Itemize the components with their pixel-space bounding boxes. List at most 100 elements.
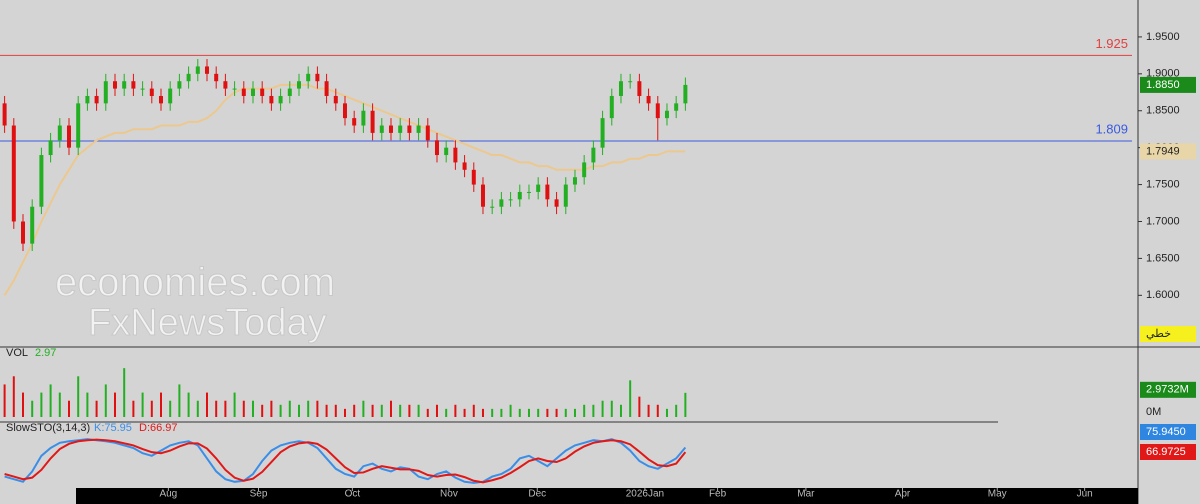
candle-body [177,81,182,89]
candle-body [241,88,246,96]
candle-body [646,95,651,104]
volume-bar [675,404,678,417]
x-tick-label: Mar [797,489,815,500]
volume-bar [601,400,604,417]
y-tick-label: 1.6500 [1146,252,1180,264]
volume-bar [509,404,512,417]
last-price-box [1140,76,1196,93]
volume-bar [141,392,144,417]
volume-bar [169,400,172,417]
volume-bar [380,404,383,417]
volume-value: 2.9732M [1146,384,1189,396]
x-tick-label: May [988,489,1007,500]
candle-body [140,88,145,90]
volume-bar [445,408,448,417]
volume-bar [518,408,521,417]
watermark: FxNewsToday [88,302,327,344]
candle-body [324,81,329,96]
candle-body [57,125,62,141]
candle-body [388,125,393,133]
volume-bar [564,408,567,417]
candle-body [526,191,531,193]
candle-body [600,118,605,148]
y-tick-label: 1.9000 [1146,68,1180,80]
volume-bar [435,404,438,417]
stoch-k-label: K:75.95 [94,422,132,434]
volume-title: VOL [6,347,28,359]
x-tick-label: Dec [528,489,546,500]
candle-body [287,88,292,96]
x-tick-label: Nov [440,489,458,500]
volume-bar [104,384,107,417]
volume-bar [583,404,586,417]
candle-body [149,88,154,96]
volume-bar [610,400,613,417]
volume-bar [113,392,116,417]
volume-bar [656,404,659,417]
volume-bar [307,400,310,417]
volume-bar [638,396,641,417]
candle-body [39,155,44,207]
candle-body [609,95,614,119]
volume-bar [261,404,264,417]
candle-body [370,110,375,133]
volume-bar [546,408,549,417]
volume-bar [343,408,346,417]
candle-body [628,81,633,83]
candle-body [480,184,485,207]
volume-bar [408,404,411,417]
volume-bar [178,384,181,417]
stoch-d-value-box [1140,444,1196,460]
x-tick-label: Oct [345,489,361,500]
stoch-k-value-box [1140,424,1196,440]
candle-body [407,125,412,133]
candle-body [342,103,347,119]
candle-body [158,95,163,104]
candle-body [618,81,623,96]
x-tick-label: Apr [895,489,911,500]
x-tick-label: Sep [250,489,268,500]
candle-body [637,81,642,96]
volume-value-box [1140,381,1196,398]
volume-bar [187,392,190,417]
volume-bar [371,404,374,417]
volume-bar [67,400,70,417]
volume-bar [353,404,356,417]
candle-body [306,73,311,82]
stoch-d-line [4,438,687,484]
candle-body [122,81,127,89]
candle-body [30,206,35,244]
volume-bar [132,400,135,417]
candle-body [103,81,108,104]
volume-bar [647,404,650,417]
candle-body [250,88,255,96]
candle-body [131,81,136,89]
volume-bar [159,392,162,417]
candle-body [361,110,366,126]
candle-body [352,118,357,126]
candle-body [2,103,7,126]
candle-body [453,147,458,163]
volume-bar [233,392,236,417]
candle-body [269,95,274,104]
candle-body [664,110,669,119]
candle-body [333,95,338,104]
volume-bar [500,408,503,417]
volume-bar [481,408,484,417]
x-axis-bar [76,488,1138,504]
volume-bar [573,408,576,417]
volume-bar [316,400,319,417]
volume-bar [389,400,392,417]
candle-body [315,73,320,82]
volume-bar [629,380,632,417]
y-tick-label: 1.7500 [1146,178,1180,190]
volume-last: 2.97 [35,347,56,359]
candle-body [591,147,596,163]
volume-bar [426,408,429,417]
stoch-k-value: 75.9450 [1146,426,1186,438]
candle-body [76,103,81,148]
candle-body [462,162,467,170]
volume-bar [684,392,687,417]
